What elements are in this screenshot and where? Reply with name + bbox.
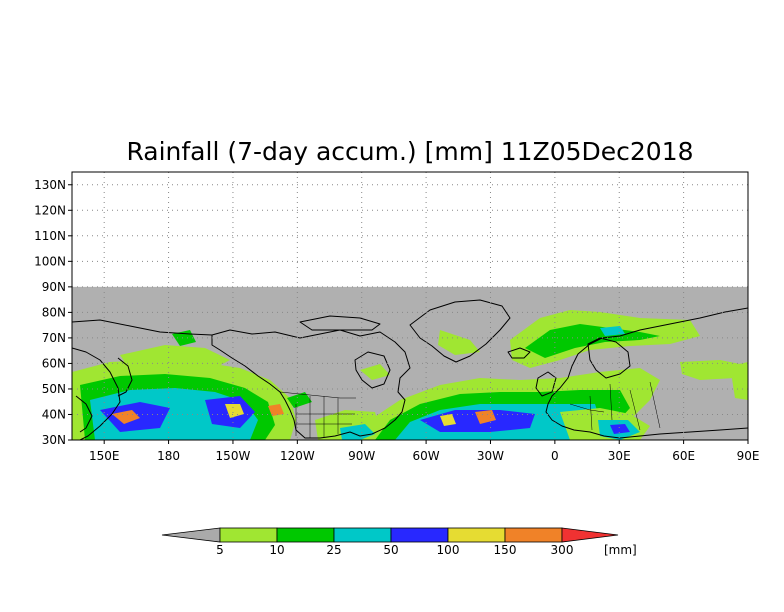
latitude-axis: 30N 40N 50N 60N 70N 80N 90N 100N 110N 120N 130N <box>34 178 72 447</box>
lon-tick-label: 180 <box>157 449 180 463</box>
lat-tick-label: 120N <box>34 203 66 217</box>
lat-tick-label: 130N <box>34 178 66 192</box>
lat-tick-label: 100N <box>34 254 66 268</box>
lat-tick-label: 50N <box>42 382 66 396</box>
colorbar-swatch <box>219 527 278 543</box>
coastline-hudson-bay <box>354 351 391 389</box>
precip-region-hudson-bay <box>360 364 390 380</box>
lon-tick-label: 60W <box>413 449 440 463</box>
border-us-canada <box>279 391 356 399</box>
colorbar-swatch <box>390 527 449 543</box>
colorbar-level-label: 300 <box>551 543 574 557</box>
colorbar-level-label: 150 <box>494 543 517 557</box>
colorbar-swatch <box>276 527 335 543</box>
coastline-canadian-arctic-islands <box>299 315 381 331</box>
lon-tick-label: 30E <box>608 449 631 463</box>
lon-tick-label: 120W <box>280 449 315 463</box>
lat-tick-label: 110N <box>34 229 66 243</box>
precip-region-western-siberia <box>680 360 740 380</box>
coastline-iceland <box>507 347 531 359</box>
lon-tick-label: 90W <box>348 449 375 463</box>
coastline-scandinavia <box>587 337 631 379</box>
coastline-kamchatka <box>117 357 133 397</box>
colorbar-level-label: 10 <box>269 543 284 557</box>
precip-region-nordic-seas-moderate <box>525 324 660 358</box>
precip-max-atlantic-1 <box>475 410 496 424</box>
colorbar-swatch-above-max <box>561 527 619 543</box>
precipitation-field <box>72 310 748 440</box>
lat-tick-label: 80N <box>42 305 66 319</box>
lat-tick-label: 90N <box>42 280 66 294</box>
plot-frame <box>71 171 749 441</box>
colorbar-swatch <box>333 527 392 543</box>
lat-tick-label: 60N <box>42 356 66 370</box>
lon-tick-label: 60E <box>672 449 695 463</box>
colorbar-level-label: 100 <box>437 543 460 557</box>
coastline-north-america <box>211 329 411 439</box>
lon-tick-label: 150W <box>216 449 251 463</box>
lat-tick-label: 40N <box>42 407 66 421</box>
colorbar-swatch <box>447 527 506 543</box>
precip-region-siberia-east <box>730 362 748 400</box>
lat-tick-label: 30N <box>42 433 66 447</box>
lon-tick-label: 30W <box>477 449 504 463</box>
precip-max-atlantic-2 <box>440 414 456 426</box>
colorbar-unit-label: [mm] <box>604 543 637 557</box>
colorbar-level-label: 25 <box>326 543 341 557</box>
coastline-british-isles <box>535 371 557 397</box>
lon-tick-label: 90E <box>737 449 760 463</box>
coastline-siberia-arctic <box>72 319 213 336</box>
lat-tick-label: 70N <box>42 331 66 345</box>
precip-max-pacific-3 <box>268 404 284 416</box>
colorbar-level-label: 50 <box>383 543 398 557</box>
precip-region-labrador-sea <box>438 330 480 355</box>
precip-max-pacific-2 <box>225 404 244 418</box>
colorbar-swatch-below-min <box>161 527 221 543</box>
coastlines <box>72 299 748 440</box>
map-plot-area <box>72 172 748 440</box>
lon-tick-label: 0 <box>551 449 559 463</box>
coastline-eurasia <box>545 307 748 439</box>
precip-region-canadian-prairies <box>287 392 312 408</box>
border-us-states <box>295 396 355 438</box>
precip-core-mediterranean <box>610 424 630 434</box>
longitude-axis: 150E 180 150W 120W 90W 60W 30W 0 30E 60E 90E <box>89 440 759 463</box>
precip-region-gulf-coast <box>340 424 375 440</box>
map-title: Rainfall (7-day accum.) [mm] 11Z05Dec201… <box>126 137 693 166</box>
colorbar-level-label: 5 <box>216 543 224 557</box>
lon-tick-label: 150E <box>89 449 120 463</box>
precip-core-norwegian-sea <box>600 326 625 336</box>
precip-max-pacific-1 <box>112 410 140 424</box>
coastline-japan <box>75 395 93 433</box>
coastline-greenland <box>409 299 511 363</box>
colorbar: 5 10 25 50 100 150 300 <box>161 527 619 557</box>
border-europe-countries <box>569 381 661 431</box>
colorbar-swatch <box>504 527 563 543</box>
